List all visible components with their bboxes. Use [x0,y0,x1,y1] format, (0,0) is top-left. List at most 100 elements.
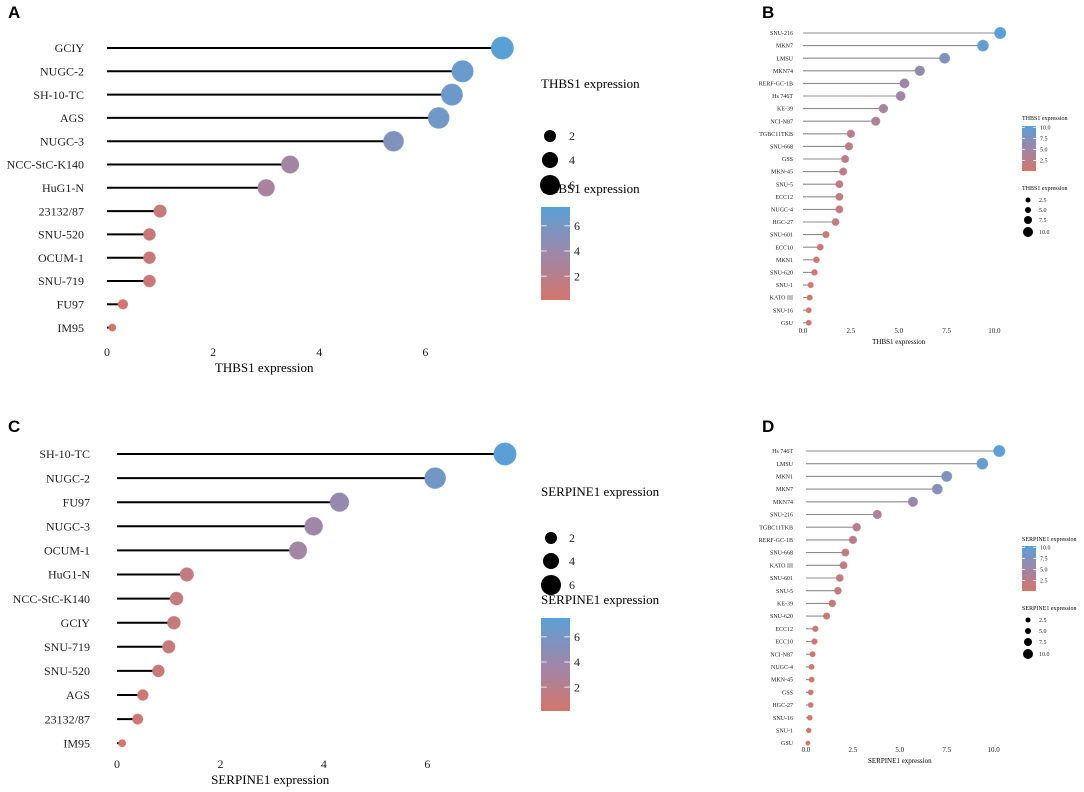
category-label: NCC-StC-K140 [7,158,84,172]
x-axis-label: SERPINE1 expression [211,772,330,787]
lollipop-point [383,130,404,152]
lollipop-point [153,204,167,218]
color-legend-bar [541,618,570,711]
lollipop-point [811,269,818,276]
size-legend-label: 5.0 [1039,208,1047,214]
color-legend-bar [1022,546,1036,591]
category-label: NUGC-4 [771,208,793,214]
size-legend-label: 7.5 [1039,218,1047,224]
size-legend-dot [542,152,558,168]
lollipop-point [841,548,850,557]
lollipop-point [179,567,194,582]
lollipop-point [907,496,919,507]
color-legend-label: 4 [574,244,580,258]
color-legend-label: 2 [574,269,580,283]
color-legend-label: 2.5 [1040,579,1048,585]
lollipop-point [848,535,858,545]
panel-b: B SNU-216 MKN7 LMSU MKN74 RERF-GC-1B Hs 746T KE… [759,3,1068,346]
lollipop-point [977,39,989,52]
size-legend-dot [543,553,559,569]
lollipop-point [143,274,156,288]
category-label: Hs 746T [772,449,793,455]
category-label: RERF-GC-1B [759,82,793,88]
lollipop-point [257,179,275,197]
color-legend-title: SERPINE1 expression [541,592,660,607]
size-legend-label: 10.0 [1039,230,1050,236]
x-tick-label: 6 [422,345,428,359]
category-label: NUGC-4 [771,665,793,671]
category-label: SNU-620 [770,614,793,620]
lollipop-point [846,129,856,138]
lollipop-point [852,522,861,532]
category-label: OCUM-1 [38,251,84,265]
x-tick-label: 10.0 [988,327,1001,335]
size-legend-dot [540,175,560,195]
category-label: SNU-601 [770,233,793,239]
lollipop-point [117,299,129,310]
size-legend-title: THBS1 expression [1022,186,1068,192]
x-tick-label: 0.0 [799,327,808,335]
panel-letter: B [762,3,774,22]
lollipop-point [118,739,127,748]
lollipop-point [281,155,300,174]
size-legend-title: SERPINE1 expression [541,484,660,499]
x-tick-label: 7.5 [942,327,951,335]
lollipop-point [152,664,165,678]
category-label: MKN7 [776,487,793,493]
size-legend-label: 7.5 [1039,640,1047,646]
category-label: GSS [782,690,793,696]
lollipop-point [137,689,149,701]
x-tick-label: 6 [424,757,430,771]
color-legend-title: SERPINE1 expression [1022,537,1077,543]
x-tick-label: 0 [104,345,110,359]
panel-letter: C [8,417,20,436]
size-legend-label: 6 [569,178,575,192]
category-label: SNU-601 [770,576,793,582]
lollipop-point [808,676,815,683]
category-label: SNU-719 [44,640,90,654]
category-label: SNU-16 [773,716,793,722]
x-tick-label: 0 [114,757,120,771]
lollipop-point [835,574,844,582]
category-label: GSS [782,157,793,163]
panel-c: C SH-10-TC NUGC-2 FU97 NUGC-3 OCUM-1 HuG1-N NCC… [8,417,660,787]
lollipop-point [809,651,816,658]
category-label: ECC10 [775,245,793,251]
x-axis-label: THBS1 expression [215,360,314,375]
panel-d: D Hs 746T LMSU MKN1 MKN7 MKN74 SNU-216 TGBC11TK… [759,417,1077,765]
color-legend-label: 5.0 [1040,147,1048,153]
category-label: SH-10-TC [33,88,84,102]
x-axis-label: SERPINE1 expression [868,757,932,765]
size-legend-label: 10.0 [1039,652,1050,658]
color-legend-title: THBS1 expression [541,181,640,196]
size-legend-dot [544,130,556,142]
lollipop-point [805,740,811,746]
category-label: NUGC-3 [40,134,84,148]
x-tick-label: 4 [316,345,322,359]
size-legend-dot [1023,649,1033,659]
lollipop-point [805,319,812,326]
lollipop-point [427,107,450,129]
color-legend-label: 5.0 [1040,567,1048,573]
category-label: AGS [66,688,90,702]
panel-a: A GCIY NUGC-2 SH-10-TC AGS NUGC-3 NCC-StC-K140… [7,3,640,375]
size-legend-label: 2.5 [1039,618,1047,624]
category-label: 23132/87 [45,712,90,726]
category-label: SNU-520 [44,664,90,678]
color-legend-label: 10.0 [1040,545,1051,551]
size-legend-dot [1025,628,1031,634]
category-label: HuG1-N [42,181,84,195]
lollipop-point [835,192,844,201]
category-label: GCIY [61,616,91,630]
category-label: HuG1-N [48,568,90,582]
size-legend-label: 5.0 [1039,629,1047,635]
lollipop-point [490,36,514,60]
category-label: KE-39 [777,602,793,608]
lollipop-point [816,243,824,251]
size-legend-dot [1025,207,1031,213]
lollipop-point [440,83,463,106]
category-label: SNU-620 [770,271,793,277]
category-label: MKN-45 [771,170,793,176]
category-label: Hs 746T [772,94,793,100]
